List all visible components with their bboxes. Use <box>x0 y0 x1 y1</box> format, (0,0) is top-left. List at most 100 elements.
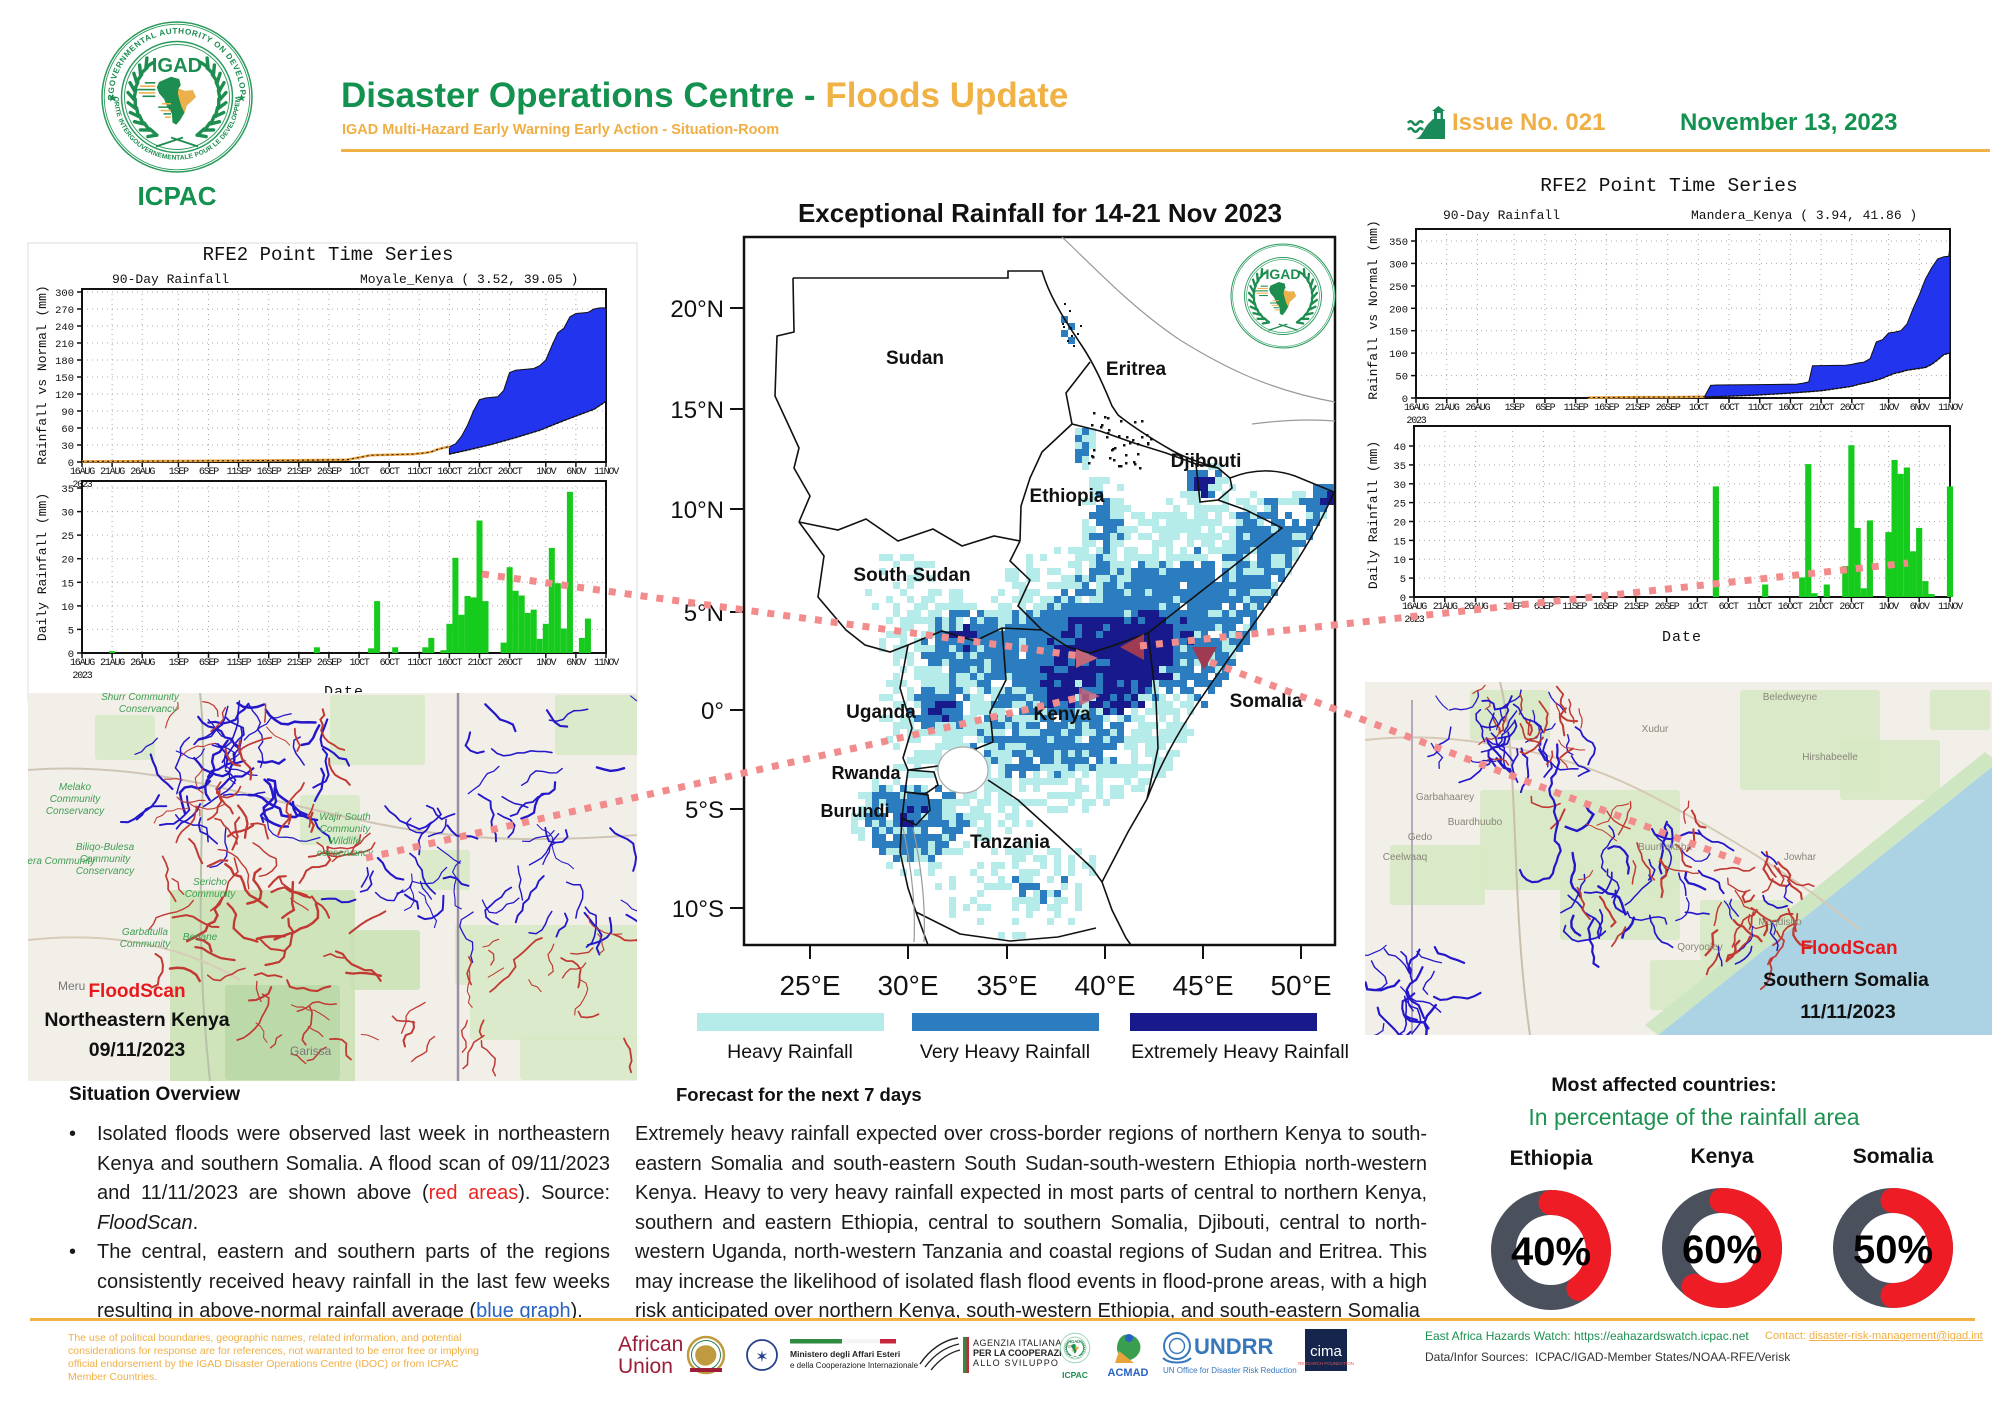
svg-text:1SEP: 1SEP <box>169 467 189 478</box>
svg-text:Muqdisho: Muqdisho <box>1758 917 1802 928</box>
svg-text:11OCT: 11OCT <box>1748 403 1773 414</box>
svg-text:5°S: 5°S <box>685 797 724 824</box>
svg-text:11OCT: 11OCT <box>407 467 432 478</box>
svg-text:50%: 50% <box>1853 1228 1933 1272</box>
svg-text:200: 200 <box>1389 304 1408 316</box>
svg-text:Extremely Heavy Rainfall: Extremely Heavy Rainfall <box>1131 1041 1349 1063</box>
svg-text:Buurhakaba: Buurhakaba <box>1638 842 1692 853</box>
svg-text:1OCT: 1OCT <box>349 658 369 669</box>
svg-text:Garbahaarey: Garbahaarey <box>1416 792 1474 803</box>
svg-text:15: 15 <box>1393 536 1406 548</box>
svg-text:Moyale_Kenya ( 3.52, 39.05 ): Moyale_Kenya ( 3.52, 39.05 ) <box>360 272 578 287</box>
svg-text:20: 20 <box>1393 518 1406 530</box>
svg-text:26AUG: 26AUG <box>1465 403 1490 414</box>
svg-text:6OCT: 6OCT <box>380 658 400 669</box>
svg-text:Qoryooley: Qoryooley <box>1677 942 1723 953</box>
svg-text:60%: 60% <box>1682 1228 1762 1272</box>
svg-text:Community: Community <box>50 794 102 805</box>
svg-text:Ceelwaaq: Ceelwaaq <box>1383 852 1427 863</box>
svg-text:16AUG: 16AUG <box>70 467 95 478</box>
svg-text:21OCT: 21OCT <box>467 658 492 669</box>
svg-text:26SEP: 26SEP <box>1656 403 1681 414</box>
svg-text:Benane: Benane <box>183 932 218 943</box>
svg-text:Wajir South: Wajir South <box>319 812 371 823</box>
svg-text:Daily Rainfall (mm): Daily Rainfall (mm) <box>1366 441 1381 589</box>
svg-text:Jowhar: Jowhar <box>1784 852 1817 863</box>
svg-text:UNDRR: UNDRR <box>1194 1334 1274 1359</box>
svg-text:ICPAC: ICPAC <box>138 181 217 211</box>
svg-text:30°E: 30°E <box>877 970 938 1001</box>
svg-text:ALLO SVILUPPO: ALLO SVILUPPO <box>973 1358 1059 1368</box>
svg-text:0: 0 <box>68 649 74 661</box>
svg-text:RESEARCH FOUNDATION: RESEARCH FOUNDATION <box>1298 1361 1354 1366</box>
svg-text:Union: Union <box>618 1355 673 1378</box>
svg-text:0: 0 <box>1402 394 1408 406</box>
svg-text:250: 250 <box>1389 282 1408 294</box>
svg-text:35°E: 35°E <box>976 970 1037 1001</box>
svg-text:30: 30 <box>1393 480 1406 492</box>
svg-text:60: 60 <box>61 424 74 436</box>
svg-text:Rwanda: Rwanda <box>831 763 901 783</box>
svg-text:Xudur: Xudur <box>1642 724 1669 735</box>
svg-text:Somalia: Somalia <box>1853 1145 1934 1168</box>
svg-text:Garbatulla: Garbatulla <box>122 927 169 938</box>
svg-text:South Sudan: South Sudan <box>853 565 970 586</box>
svg-text:1SEP: 1SEP <box>169 658 189 669</box>
svg-text:16OCT: 16OCT <box>437 467 462 478</box>
svg-text:35: 35 <box>61 484 74 496</box>
svg-text:16OCT: 16OCT <box>437 658 462 669</box>
svg-text:10°S: 10°S <box>672 896 724 923</box>
svg-text:16AUG: 16AUG <box>70 658 95 669</box>
svg-text:Northeastern Kenya: Northeastern Kenya <box>44 1009 229 1031</box>
svg-text:Biliqo-Bulesa: Biliqo-Bulesa <box>76 842 135 853</box>
svg-text:11SEP: 11SEP <box>227 467 252 478</box>
svg-text:11OCT: 11OCT <box>1747 602 1772 613</box>
svg-text:Garissa: Garissa <box>290 1044 332 1058</box>
svg-text:Ethiopia: Ethiopia <box>1030 486 1105 507</box>
svg-text:10: 10 <box>61 602 74 614</box>
svg-text:IGAD: IGAD <box>1266 266 1301 282</box>
svg-text:350: 350 <box>1389 237 1408 249</box>
svg-text:210: 210 <box>55 339 74 351</box>
svg-text:FloodScan: FloodScan <box>1800 938 1897 959</box>
svg-text:conservancy: conservancy <box>317 848 374 859</box>
svg-text:1NOV: 1NOV <box>1879 403 1899 414</box>
svg-text:RFE2 Point Time Series: RFE2 Point Time Series <box>203 244 454 266</box>
svg-text:★: ★ <box>237 93 247 105</box>
svg-text:11NOV: 11NOV <box>594 467 619 478</box>
svg-text:6SEP: 6SEP <box>1535 403 1555 414</box>
svg-text:ACMAD: ACMAD <box>1108 1367 1149 1379</box>
svg-text:40%: 40% <box>1511 1230 1591 1274</box>
svg-text:Very Heavy Rainfall: Very Heavy Rainfall <box>920 1041 1090 1063</box>
svg-text:26AUG: 26AUG <box>130 658 155 669</box>
svg-text:20°N: 20°N <box>670 296 724 323</box>
svg-text:PER LA COOPERAZIONE: PER LA COOPERAZIONE <box>973 1348 1081 1358</box>
svg-text:6NOV: 6NOV <box>1910 602 1930 613</box>
svg-text:11/11/2023: 11/11/2023 <box>1800 1001 1896 1023</box>
svg-text:1NOV: 1NOV <box>1879 602 1899 613</box>
svg-text:26SEP: 26SEP <box>317 467 342 478</box>
svg-text:45°E: 45°E <box>1172 970 1233 1001</box>
svg-text:Djibouti: Djibouti <box>1171 451 1242 472</box>
svg-text:6OCT: 6OCT <box>380 467 400 478</box>
svg-text:16AUG: 16AUG <box>1402 602 1427 613</box>
svg-text:2023: 2023 <box>1406 416 1426 427</box>
svg-text:100: 100 <box>1389 349 1408 361</box>
svg-text:FloodScan: FloodScan <box>88 981 185 1002</box>
svg-text:150: 150 <box>55 373 74 385</box>
svg-text:Buardhuubo: Buardhuubo <box>1448 817 1503 828</box>
svg-text:2023: 2023 <box>72 671 92 682</box>
svg-text:21OCT: 21OCT <box>1809 403 1834 414</box>
svg-text:6OCT: 6OCT <box>1719 403 1739 414</box>
svg-text:21AUG: 21AUG <box>1435 403 1460 414</box>
svg-text:Meru: Meru <box>58 979 85 993</box>
svg-text:UN Office for Disaster Risk Re: UN Office for Disaster Risk Reduction <box>1163 1366 1297 1375</box>
svg-text:40: 40 <box>1393 442 1406 454</box>
svg-text:Kenya: Kenya <box>1033 704 1090 725</box>
svg-text:11NOV: 11NOV <box>1938 602 1963 613</box>
svg-text:6OCT: 6OCT <box>1719 602 1739 613</box>
svg-text:25: 25 <box>1393 499 1406 511</box>
svg-text:16SEP: 16SEP <box>257 658 282 669</box>
svg-text:21SEP: 21SEP <box>1624 602 1649 613</box>
svg-text:16SEP: 16SEP <box>257 467 282 478</box>
